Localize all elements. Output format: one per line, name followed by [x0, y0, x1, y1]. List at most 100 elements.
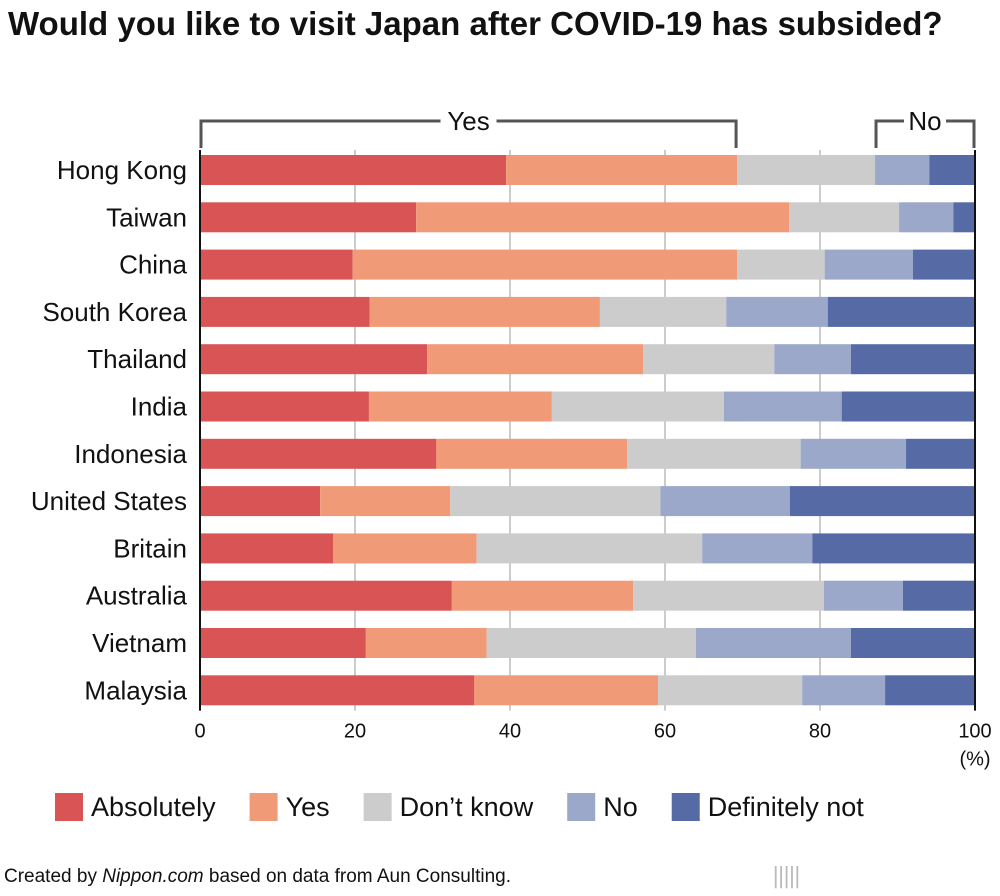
category-label: South Korea: [42, 297, 187, 327]
bar-segment-absolutely: [200, 628, 366, 658]
x-tick-label: 20: [344, 721, 366, 743]
bar-segment-yes: [368, 391, 552, 422]
bar-segment-no: [802, 675, 886, 706]
category-label: Thailand: [87, 344, 187, 374]
bar-segment-definitely-not: [789, 486, 975, 517]
category-label: Taiwan: [106, 202, 187, 232]
legend-label: Yes: [286, 792, 330, 822]
bar-segment-no: [824, 249, 913, 280]
bar-segment-no: [774, 344, 851, 375]
nippon-logo: ||||| nippon.com: [772, 852, 1000, 896]
category-label: Britain: [113, 533, 187, 563]
bar-segment-don-t-know: [643, 344, 775, 375]
bar-segment-don-t-know: [737, 249, 825, 280]
bar-segment-absolutely: [200, 155, 507, 185]
logo-tld: com: [915, 892, 988, 896]
source-credit: Created by Nippon.com based on data from…: [4, 866, 511, 888]
legend-swatch: [249, 793, 278, 821]
bar-segment-definitely-not: [851, 628, 975, 658]
bar-segment-don-t-know: [486, 628, 696, 658]
bar-segment-definitely-not: [827, 296, 975, 327]
bar-segment-absolutely: [200, 249, 353, 280]
bar-segment-no: [726, 296, 828, 327]
bar-segment-definitely-not: [812, 533, 975, 564]
legend-label: Absolutely: [91, 792, 216, 822]
bar-segment-definitely-not: [913, 249, 975, 280]
bar-segment-no: [899, 202, 954, 233]
credit-source: Nippon.com: [102, 866, 204, 887]
bar-segment-definitely-not: [906, 438, 975, 469]
bar-segment-don-t-know: [450, 486, 661, 517]
bar-segment-yes: [320, 486, 451, 517]
bar-segment-don-t-know: [737, 155, 876, 185]
legend-label: Don’t know: [400, 792, 534, 822]
bar-segment-definitely-not: [885, 675, 975, 706]
category-label: Malaysia: [84, 675, 187, 705]
bar-segment-yes: [416, 202, 789, 233]
bracket-yes: [199, 119, 738, 148]
bar-segment-yes: [451, 580, 634, 611]
bar-segment-absolutely: [200, 675, 475, 706]
bar-segment-definitely-not: [953, 202, 975, 233]
x-tick-label: 40: [499, 721, 521, 743]
bar-segment-absolutely: [200, 533, 334, 564]
bar-segment-yes: [352, 249, 738, 280]
bar-segment-definitely-not: [851, 344, 975, 375]
bar-segment-yes: [506, 155, 738, 185]
logo-name: nippon: [772, 892, 904, 896]
x-tick-label: 60: [654, 721, 676, 743]
bar-segment-definitely-not: [902, 580, 975, 611]
bar-segment-no: [875, 155, 930, 185]
category-label: Hong Kong: [57, 155, 187, 185]
legend-swatch: [567, 793, 596, 821]
chart-title: Would you like to visit Japan after COVI…: [8, 5, 943, 42]
bar-segment-yes: [427, 344, 644, 375]
credit-prefix: Created by: [4, 866, 103, 887]
bar-segment-no: [800, 438, 907, 469]
bar-segment-don-t-know: [551, 391, 724, 422]
bar-segment-don-t-know: [658, 675, 803, 706]
bar-segment-yes: [474, 675, 659, 706]
bar-segment-no: [823, 580, 903, 611]
x-unit-label: (%): [959, 749, 990, 771]
bar-segment-yes: [333, 533, 477, 564]
bar-segment-no: [702, 533, 813, 564]
bar-segment-yes: [369, 296, 600, 327]
bar-segment-absolutely: [200, 391, 369, 422]
bar-segment-don-t-know: [599, 296, 727, 327]
bracket-no: [874, 119, 976, 148]
credit-suffix: based on data from Aun Consulting.: [203, 866, 511, 887]
bar-segment-absolutely: [200, 486, 321, 517]
bar-segment-don-t-know: [789, 202, 900, 233]
bar-segment-definitely-not: [929, 155, 975, 185]
bar-segment-absolutely: [200, 438, 437, 469]
bar-segment-definitely-not: [841, 391, 975, 422]
legend-swatch: [671, 793, 700, 821]
bar-segment-don-t-know: [627, 438, 801, 469]
legend-label: Definitely not: [708, 792, 865, 822]
legend-swatch: [363, 793, 392, 821]
legend-swatch: [55, 793, 83, 821]
x-tick-label: 0: [194, 721, 205, 743]
bar-segment-absolutely: [200, 296, 370, 327]
category-label: Australia: [86, 581, 188, 611]
legend-label: No: [603, 792, 638, 822]
category-label: Vietnam: [92, 628, 187, 658]
bracket-label: No: [908, 106, 941, 136]
bar-segment-no: [696, 628, 851, 658]
x-tick-label: 80: [809, 721, 831, 743]
bar-segment-yes: [436, 438, 628, 469]
category-label: China: [119, 250, 187, 280]
bar-segment-absolutely: [200, 344, 428, 375]
bracket-label: Yes: [447, 106, 489, 136]
bar-segment-no: [660, 486, 790, 517]
x-tick-label: 100: [958, 721, 991, 743]
category-label: United States: [31, 486, 187, 516]
category-label: India: [131, 392, 188, 422]
logo-dot: .: [904, 892, 915, 896]
bar-segment-don-t-know: [633, 580, 824, 611]
category-label: Indonesia: [74, 439, 187, 469]
bar-segment-don-t-know: [476, 533, 703, 564]
bar-segment-absolutely: [200, 580, 452, 611]
